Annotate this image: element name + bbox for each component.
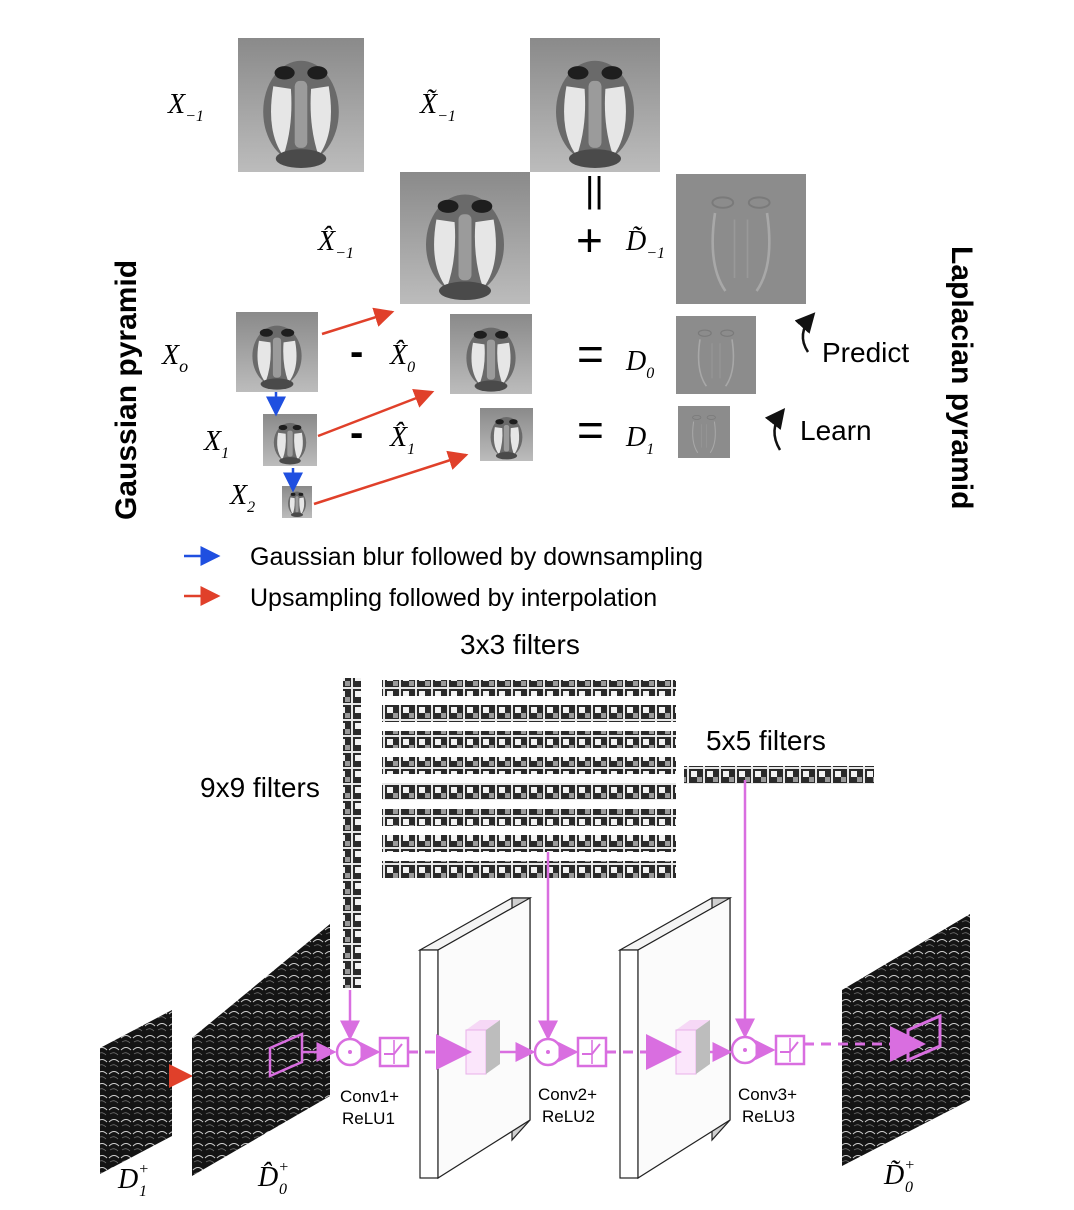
filter-3x3-row-gaps [382, 696, 676, 890]
red-arrow-x1 [317, 388, 435, 438]
relu2-label: ReLU2 [542, 1107, 595, 1126]
red-arrow-x0 [321, 307, 395, 336]
filters-5x5-label: 5x5 filters [706, 725, 826, 756]
relu1-label: ReLU1 [342, 1109, 395, 1128]
label-x-minus1: X−1 [167, 89, 204, 125]
image-x2 [282, 486, 312, 518]
patch-box-input [268, 1032, 304, 1078]
operator-equals-vertical: || [585, 169, 604, 210]
relu3-label: ReLU3 [742, 1107, 795, 1126]
label-x1: X1 [203, 426, 229, 462]
label-xh0: X̂0 [389, 340, 415, 376]
label-x0: Xo [161, 340, 188, 376]
patch-cube-2 [675, 1020, 710, 1075]
input-d1-plus [100, 1010, 172, 1174]
operator-minus-0: - [350, 330, 363, 374]
conv1-label: Conv1+ [340, 1087, 399, 1106]
label-dt0-plus: D̃+ 0 [883, 1157, 915, 1196]
operator-equals-1: = [577, 404, 604, 456]
image-x-minus1 [238, 38, 364, 172]
conv1-dot [348, 1050, 352, 1054]
image-dt-minus1 [674, 172, 808, 306]
predict-curved-arrow [794, 312, 816, 353]
image-x0 [236, 312, 318, 392]
label-d1-plus: D+ 1 [117, 1161, 149, 1200]
label-x2: X2 [229, 480, 255, 516]
image-xt-minus1 [530, 38, 660, 172]
relu3-box [774, 1034, 806, 1066]
learn-curved-arrow [764, 408, 786, 451]
gaussian-pyramid-label: Gaussian pyramid [110, 260, 143, 520]
image-xh0 [450, 314, 532, 394]
patch-cube-1 [465, 1020, 500, 1075]
label-d0: D0 [625, 346, 654, 382]
predict-label: Predict [822, 337, 909, 368]
filters-9x9-label: 9x9 filters [200, 772, 320, 803]
learn-label: Learn [800, 415, 872, 446]
legend-blue-text: Gaussian blur followed by downsampling [250, 543, 703, 571]
conv3-label: Conv3+ [738, 1085, 797, 1104]
label-dt-minus1: D̃−1 [625, 226, 665, 262]
red-arrow-x2 [313, 450, 469, 506]
legend-red-text: Upsampling followed by interpolation [250, 584, 657, 612]
label-d1: D1 [625, 422, 654, 458]
label-dh0-plus: D̂+ 0 [257, 1159, 289, 1198]
conv2-dot [546, 1050, 550, 1054]
image-xh1 [480, 408, 533, 461]
output-dt0-plus [842, 914, 970, 1166]
label-xh-minus1: X̂−1 [317, 226, 354, 262]
label-xh1: X̂1 [389, 422, 415, 458]
relu1-box [378, 1036, 410, 1068]
conv2-label: Conv2+ [538, 1085, 597, 1104]
image-d1 [677, 405, 731, 459]
relu2-box [576, 1036, 608, 1068]
operator-minus-1: - [350, 411, 363, 455]
filters-5x5-row [684, 766, 874, 784]
image-xh-minus1 [400, 172, 530, 304]
input-dh0-plus [192, 924, 330, 1176]
feature-slab-2 [617, 896, 733, 1180]
filters-3x3-label: 3x3 filters [460, 629, 580, 660]
operator-plus: + [576, 214, 603, 266]
conv3-dot [743, 1048, 747, 1052]
operator-equals-0: = [577, 328, 604, 380]
laplacian-pyramid-label: Laplacian pyramid [945, 246, 978, 509]
image-x1 [263, 414, 317, 466]
image-d0 [675, 315, 757, 395]
filters-9x9-column [343, 678, 361, 988]
label-xt-minus1: X̃−1 [419, 89, 456, 125]
